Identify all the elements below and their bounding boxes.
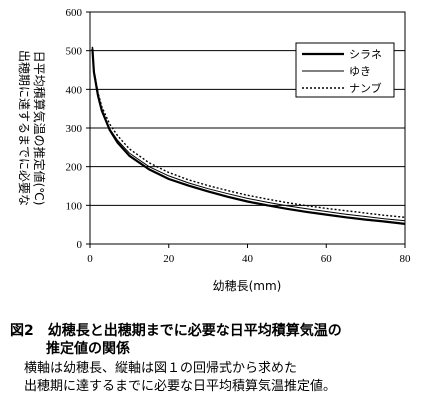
- x-tick-label-80: 80: [400, 253, 412, 265]
- x-axis-title: 幼穂長(mm): [213, 279, 282, 293]
- legend-box: [295, 42, 395, 98]
- y-tick-label-0: 0: [77, 239, 83, 251]
- series-line-3: [91, 46, 406, 218]
- x-tick-label-20: 20: [163, 253, 175, 265]
- series-lines: [91, 46, 406, 225]
- x-tick-label-60: 60: [321, 253, 333, 265]
- y-tick-label-300: 300: [66, 123, 83, 135]
- figure-caption-title: 図2 幼穂長と出穂期までに必要な日平均積算気温の: [10, 323, 342, 339]
- y-axis-title-line-1: 出穂期に達するまでに必要な: [17, 50, 31, 206]
- legend-label-nanbu: ナンブ: [349, 81, 382, 95]
- y-axis-title-line-2: 日平均積算気温の推定値(℃): [32, 51, 47, 206]
- y-tick-label-600: 600: [66, 7, 83, 19]
- y-tick-label-500: 500: [66, 46, 83, 58]
- y-tick-label-200: 200: [66, 162, 83, 174]
- series-line-2: [91, 50, 406, 222]
- legend-label-yuki: ゆき: [349, 65, 371, 78]
- legend: シラネ ゆき ナンブ: [295, 42, 395, 98]
- legend-label-shirane: シラネ: [349, 48, 382, 61]
- y-tick-label-400: 400: [66, 84, 83, 96]
- figure-caption-title-cont: 推定値の関係: [46, 341, 130, 357]
- x-tick-label-0: 0: [87, 253, 93, 265]
- chart: 0 100 200 300 400 500 600 0 20 40 60 80 出穂期に達するまでに…: [17, 7, 411, 293]
- figure-caption-body-2: 出穂期に達するまでに必要な日平均積算気温推定値。: [24, 379, 337, 394]
- y-tick-label-100: 100: [66, 200, 83, 212]
- x-axis-ticks: 0 20 40 60 80: [87, 244, 411, 265]
- x-tick-label-40: 40: [242, 253, 254, 265]
- y-axis-ticks: 0 100 200 300 400 500 600: [66, 7, 90, 251]
- figure-caption-body-1: 横軸は幼穂長、縦軸は図１の回帰式から求めた: [24, 361, 298, 376]
